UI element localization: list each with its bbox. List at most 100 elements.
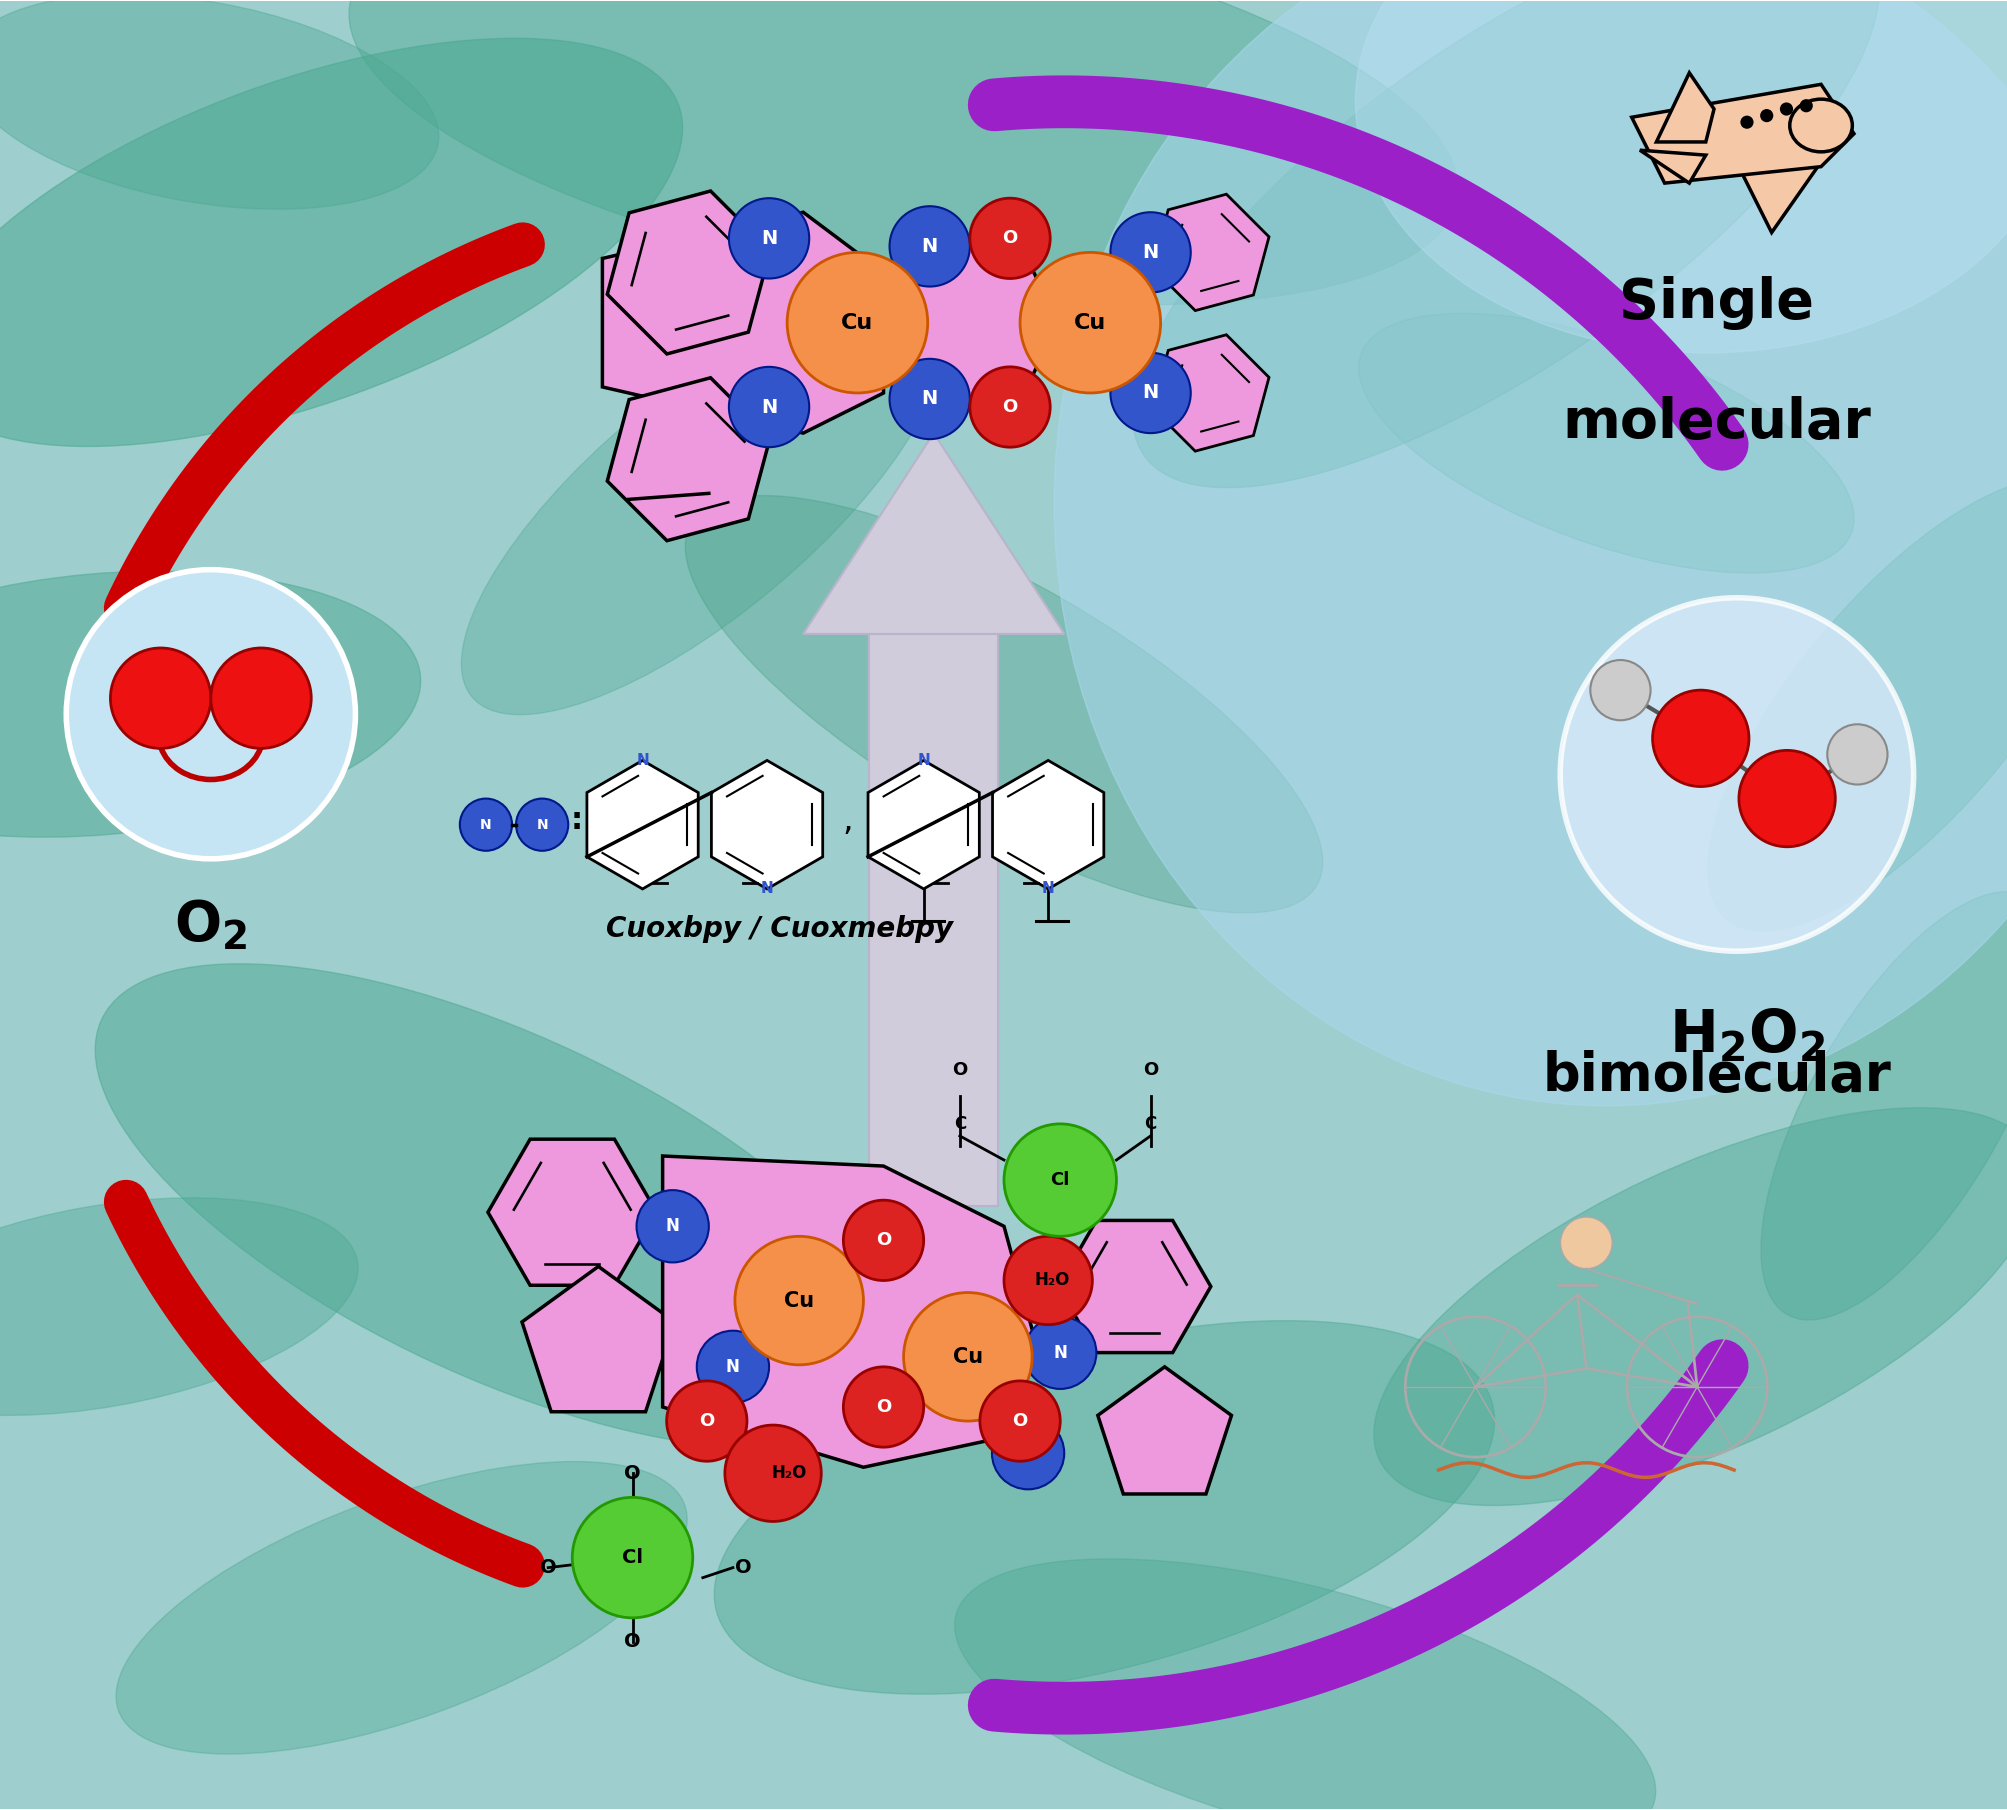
- Text: O: O: [1001, 398, 1018, 416]
- Polygon shape: [602, 212, 883, 433]
- Ellipse shape: [1132, 0, 1879, 487]
- Circle shape: [1590, 661, 1650, 720]
- Polygon shape: [662, 1157, 1034, 1468]
- Circle shape: [1559, 1216, 1612, 1269]
- Polygon shape: [1098, 1367, 1230, 1493]
- Text: C: C: [953, 1115, 965, 1133]
- Text: O: O: [951, 1061, 967, 1079]
- Text: Cu: Cu: [841, 313, 873, 333]
- Circle shape: [636, 1191, 708, 1262]
- Text: H₂O: H₂O: [1034, 1271, 1070, 1289]
- Text: O: O: [1001, 230, 1018, 248]
- Circle shape: [969, 197, 1050, 279]
- Ellipse shape: [462, 291, 943, 715]
- Circle shape: [1826, 724, 1887, 784]
- Polygon shape: [1152, 335, 1268, 451]
- Text: N: N: [1022, 1444, 1034, 1462]
- Circle shape: [969, 367, 1050, 447]
- Polygon shape: [1058, 1220, 1210, 1352]
- Circle shape: [1760, 109, 1772, 123]
- Circle shape: [1740, 116, 1752, 129]
- Ellipse shape: [0, 572, 419, 838]
- Circle shape: [572, 1497, 692, 1618]
- Circle shape: [979, 1381, 1060, 1461]
- Text: Cu: Cu: [1074, 313, 1106, 333]
- Ellipse shape: [1788, 100, 1850, 152]
- Polygon shape: [1640, 150, 1704, 183]
- Text: N: N: [636, 753, 648, 767]
- Ellipse shape: [349, 0, 1457, 304]
- Circle shape: [1020, 252, 1160, 393]
- Circle shape: [903, 1292, 1032, 1421]
- Text: Cu: Cu: [783, 1291, 815, 1310]
- Text: Cu: Cu: [951, 1347, 983, 1367]
- Text: N: N: [761, 398, 777, 416]
- Circle shape: [735, 1236, 863, 1365]
- Polygon shape: [606, 378, 771, 541]
- Text: N: N: [1142, 384, 1158, 402]
- Text: C: C: [1144, 1115, 1156, 1133]
- Circle shape: [1738, 751, 1834, 847]
- Text: O: O: [540, 1558, 556, 1577]
- Text: O: O: [735, 1558, 751, 1577]
- Circle shape: [1559, 597, 1913, 952]
- Polygon shape: [867, 760, 979, 889]
- Text: O: O: [875, 1397, 891, 1415]
- Ellipse shape: [0, 38, 682, 447]
- Text: O: O: [698, 1412, 714, 1430]
- Text: N: N: [761, 228, 777, 248]
- Polygon shape: [1632, 85, 1852, 183]
- Polygon shape: [991, 760, 1104, 889]
- Circle shape: [725, 1424, 821, 1522]
- Circle shape: [889, 206, 969, 286]
- Polygon shape: [1656, 72, 1714, 141]
- Polygon shape: [606, 192, 771, 355]
- Ellipse shape: [1359, 313, 1852, 574]
- Text: O: O: [1142, 1061, 1158, 1079]
- Ellipse shape: [116, 1461, 686, 1754]
- Circle shape: [1110, 353, 1190, 433]
- Circle shape: [1110, 212, 1190, 293]
- Circle shape: [1004, 1236, 1092, 1325]
- Text: N: N: [921, 389, 937, 409]
- Polygon shape: [1152, 194, 1268, 311]
- Text: molecular: molecular: [1561, 396, 1871, 451]
- Circle shape: [729, 367, 809, 447]
- Ellipse shape: [0, 0, 438, 210]
- Text: N: N: [1054, 1343, 1066, 1361]
- Circle shape: [460, 798, 512, 851]
- Text: H₂O: H₂O: [771, 1464, 807, 1482]
- Text: N: N: [536, 818, 548, 831]
- Circle shape: [1024, 1316, 1096, 1388]
- Text: Cuoxbpy / Cuoxmebpy: Cuoxbpy / Cuoxmebpy: [606, 916, 951, 943]
- Text: :: :: [570, 805, 582, 834]
- Text: Single: Single: [1618, 275, 1814, 329]
- Ellipse shape: [94, 963, 909, 1448]
- Text: $\mathbf{O_2}$: $\mathbf{O_2}$: [175, 898, 247, 952]
- Text: O: O: [624, 1633, 640, 1651]
- Polygon shape: [710, 760, 823, 889]
- Ellipse shape: [0, 1198, 357, 1415]
- Circle shape: [110, 648, 211, 748]
- Text: Cl: Cl: [1050, 1171, 1070, 1189]
- Ellipse shape: [953, 1558, 1656, 1810]
- Circle shape: [843, 1200, 923, 1280]
- Circle shape: [1798, 100, 1812, 112]
- Ellipse shape: [1708, 478, 2007, 930]
- Text: bimolecular: bimolecular: [1541, 1050, 1891, 1102]
- Text: N: N: [921, 237, 937, 255]
- Circle shape: [666, 1381, 747, 1461]
- Bar: [869, 634, 997, 1205]
- Text: N: N: [666, 1218, 678, 1234]
- Polygon shape: [1730, 141, 1828, 232]
- Circle shape: [66, 570, 355, 858]
- Text: O: O: [624, 1464, 640, 1482]
- Circle shape: [787, 252, 927, 393]
- Ellipse shape: [1355, 0, 2007, 353]
- Text: N: N: [727, 1358, 739, 1376]
- Text: N: N: [761, 881, 773, 896]
- Circle shape: [889, 358, 969, 440]
- Ellipse shape: [684, 496, 1323, 912]
- Ellipse shape: [714, 1321, 1493, 1694]
- Text: $\mathbf{H_2O_2}$: $\mathbf{H_2O_2}$: [1668, 1006, 1824, 1064]
